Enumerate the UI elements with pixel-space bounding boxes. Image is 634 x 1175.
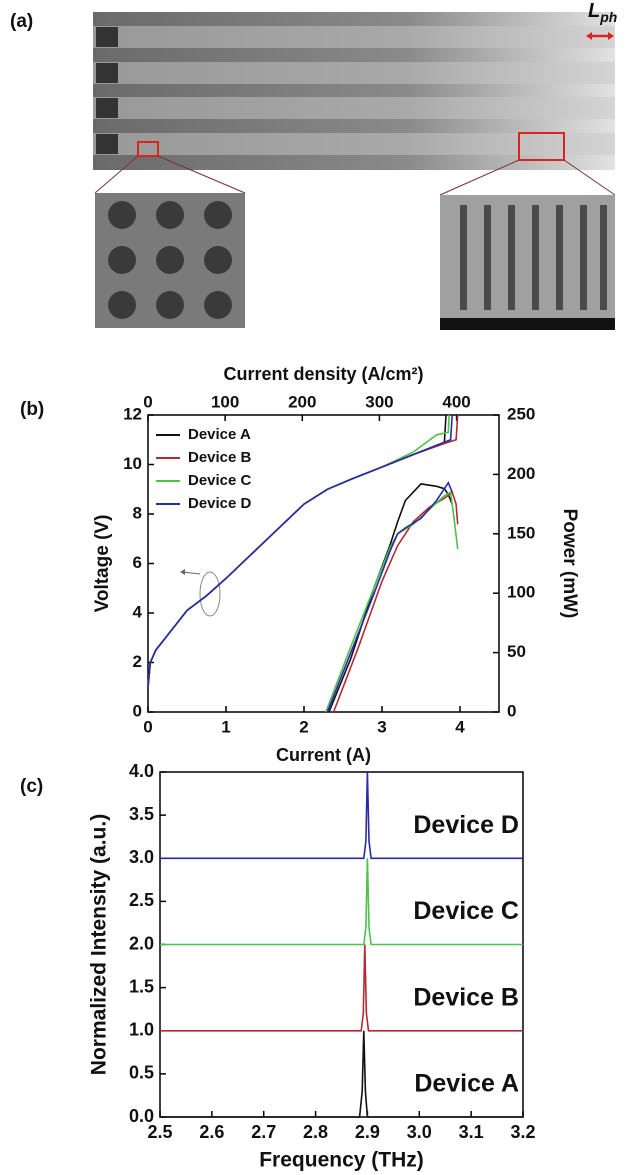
y-tick-label: 0 <box>133 701 142 720</box>
panel-label: (a) <box>10 11 33 32</box>
y2-tick-label: 150 <box>507 523 535 542</box>
x-tick-label: 0 <box>143 717 152 736</box>
y-axis-title: Voltage (V) <box>92 515 113 613</box>
y-tick-label: 2.0 <box>129 933 154 953</box>
series-line <box>160 858 523 946</box>
y-tick-label: 0.0 <box>129 1106 154 1126</box>
x-tick-label: 3 <box>377 717 386 736</box>
y2-axis-title: Power (mW) <box>559 509 580 619</box>
y2-tick-label: 250 <box>507 404 535 423</box>
legend-label: Device D <box>188 495 252 512</box>
grating-slits <box>460 205 607 310</box>
scale-bar-strip <box>440 318 615 330</box>
zoom-line <box>94 155 139 194</box>
sem-image <box>93 12 616 330</box>
series-line <box>160 944 523 1032</box>
legend-label: Device B <box>188 449 252 466</box>
x2-tick-label: 0 <box>143 392 152 411</box>
y2-tick-label: 50 <box>507 642 526 661</box>
x-tick-label: 2.5 <box>147 1122 172 1142</box>
y2-tick-label: 200 <box>507 464 535 483</box>
x-tick-label: 1 <box>221 717 230 736</box>
series-line <box>147 414 453 688</box>
y-tick-label: 4.0 <box>129 761 154 781</box>
y-axis-title: Normalized Intensity (a.u.) <box>88 814 111 1075</box>
series-line <box>326 480 453 713</box>
panel-label: (c) <box>20 776 43 797</box>
zoom-box <box>137 141 159 157</box>
x2-tick-label: 200 <box>288 392 316 411</box>
length-label: Lph <box>588 0 617 24</box>
zoom-line <box>563 159 616 196</box>
x-tick-label: 2.9 <box>355 1122 380 1142</box>
legend-label: Device C <box>188 472 252 489</box>
y2-tick-label: 0 <box>507 701 516 720</box>
x2-tick-label: 400 <box>442 392 470 411</box>
x-tick-label: 3.0 <box>407 1122 432 1142</box>
legend-label: Device A <box>188 426 251 443</box>
zoom-line <box>157 155 246 194</box>
arrow-heads <box>586 32 614 40</box>
y-tick-label: 8 <box>133 503 142 522</box>
x2-tick-label: 300 <box>365 392 393 411</box>
pads <box>96 27 118 154</box>
y-tick-label: 0.5 <box>129 1063 154 1083</box>
series-line <box>325 490 459 713</box>
y2-tick-label: 100 <box>507 583 535 602</box>
series-label: Device A <box>414 1070 519 1098</box>
y-tick-label: 2.5 <box>129 890 154 910</box>
x-tick-label: 2.8 <box>303 1122 328 1142</box>
axis-pointer-head <box>180 569 185 575</box>
zoom-line <box>439 159 520 196</box>
x2-tick-label: 100 <box>211 392 239 411</box>
length-subscript: ph <box>599 9 617 25</box>
y-tick-label: 3.5 <box>129 804 154 824</box>
waveguides <box>93 26 615 155</box>
series-line <box>160 1030 523 1118</box>
y-tick-label: 1.5 <box>129 976 154 996</box>
series-line <box>160 771 523 860</box>
y-tick-label: 1.0 <box>129 1020 154 1040</box>
y-tick-label: 2 <box>133 652 142 671</box>
x-axis-title: Current (A) <box>276 745 371 765</box>
x-tick-label: 3.2 <box>510 1122 535 1142</box>
y-tick-label: 6 <box>133 553 142 572</box>
y-tick-label: 12 <box>123 404 142 423</box>
zoom-box <box>518 132 565 161</box>
curve-marker <box>199 571 221 617</box>
x-tick-label: 2.7 <box>251 1122 276 1142</box>
series-label: Device D <box>413 811 519 839</box>
series-line <box>332 490 459 713</box>
series-label: Device B <box>413 983 519 1011</box>
y-tick-label: 3.0 <box>129 847 154 867</box>
x2-axis-title: Current density (A/cm²) <box>223 364 423 384</box>
x-tick-label: 2 <box>299 717 308 736</box>
x-axis-title: Frequency (THz) <box>259 1149 424 1172</box>
x-tick-label: 4 <box>455 717 465 736</box>
panel-label: (b) <box>20 399 44 420</box>
y-tick-label: 10 <box>123 454 142 473</box>
plot-frame <box>147 414 500 713</box>
x-tick-label: 3.1 <box>459 1122 484 1142</box>
series-label: Device C <box>413 897 519 925</box>
length-symbol: L <box>588 0 600 22</box>
x-tick-label: 2.6 <box>199 1122 224 1142</box>
y-tick-label: 4 <box>133 602 143 621</box>
holes <box>108 201 232 319</box>
